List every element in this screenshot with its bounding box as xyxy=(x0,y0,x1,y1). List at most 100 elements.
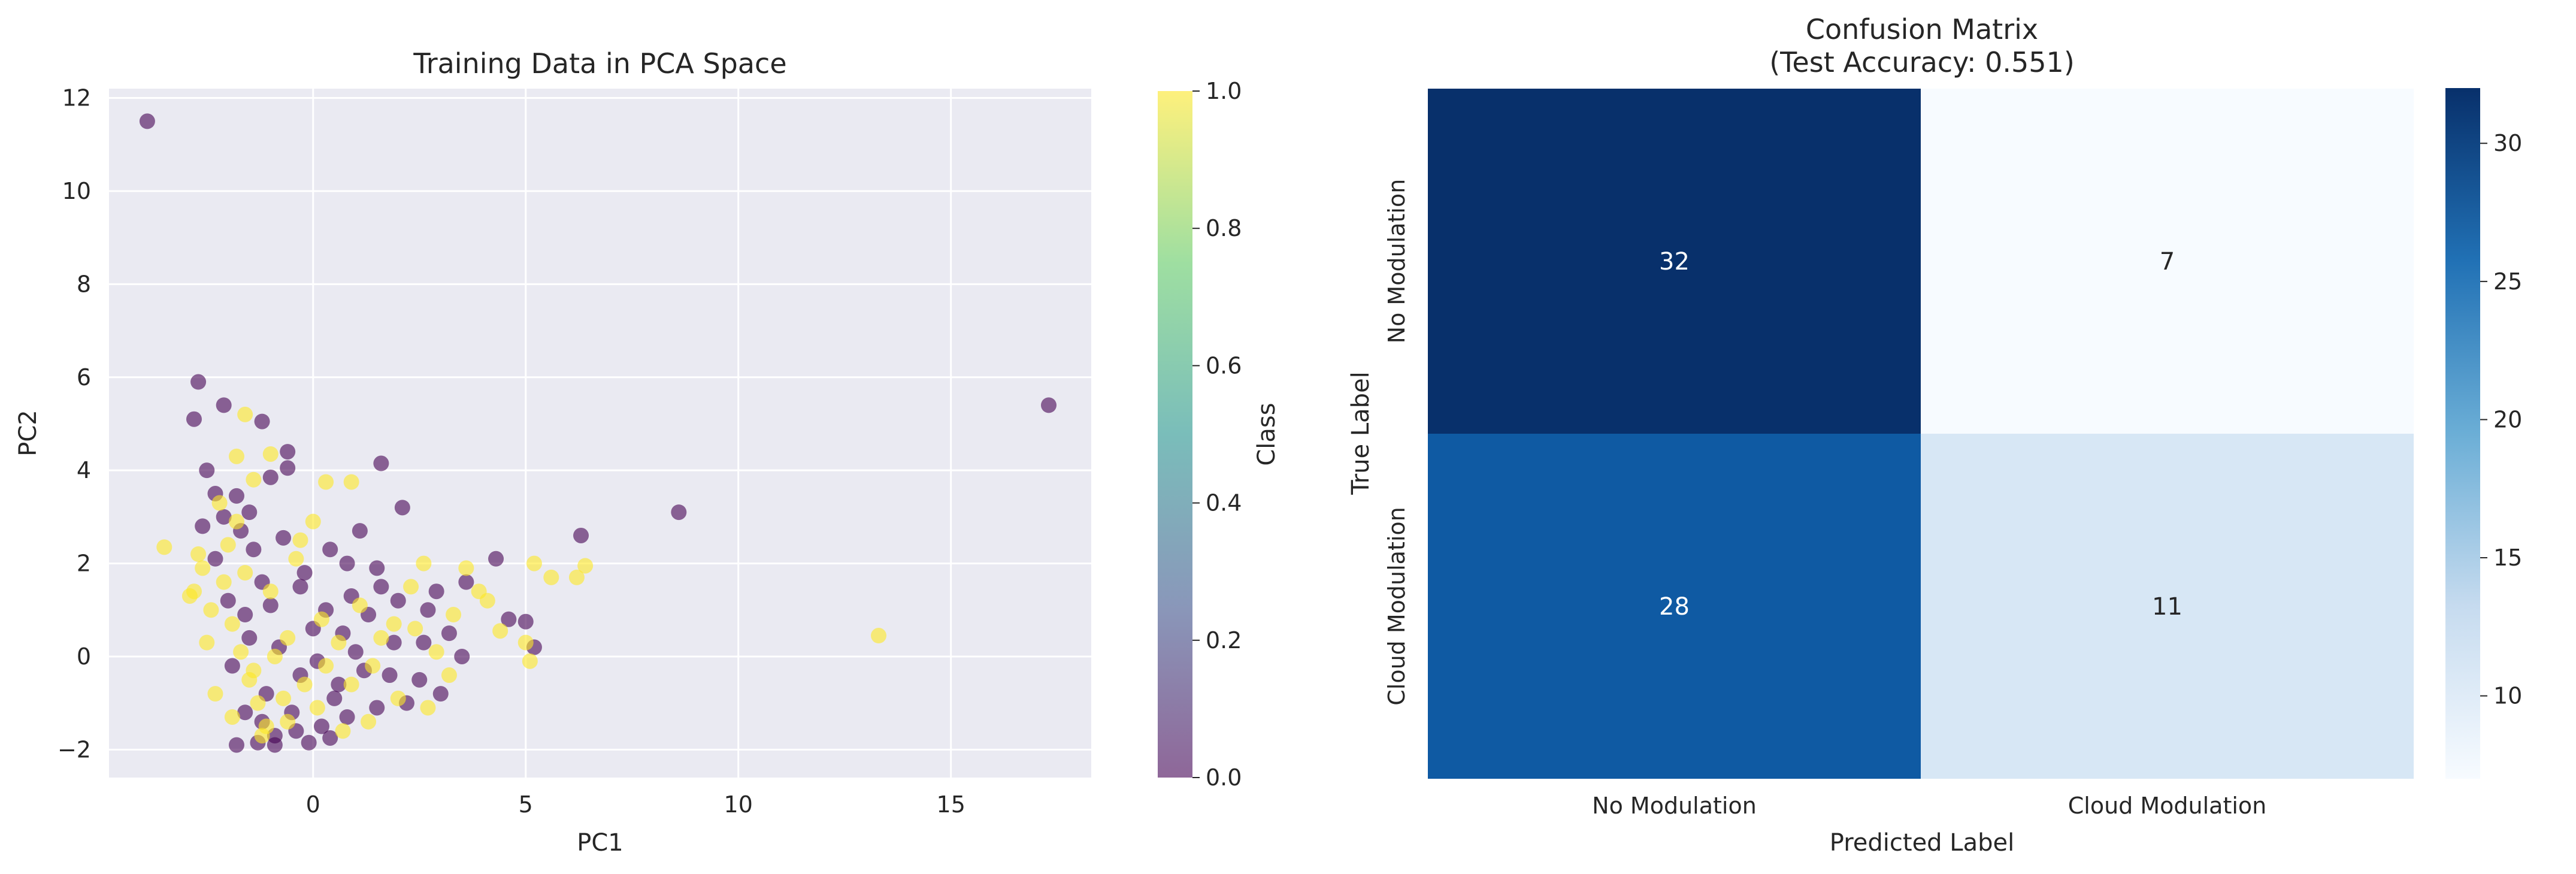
colorbar-tick-label: 0.2 xyxy=(1206,627,1242,654)
data-point xyxy=(280,444,296,460)
data-point xyxy=(224,616,240,632)
data-point xyxy=(237,607,253,623)
data-point xyxy=(390,592,406,609)
data-point xyxy=(671,504,687,521)
data-point xyxy=(216,397,232,413)
data-point xyxy=(288,551,304,567)
data-point xyxy=(369,700,385,716)
heatmap-cell xyxy=(1428,434,1921,779)
data-point xyxy=(237,565,253,581)
y-tick-label: 10 xyxy=(62,178,91,204)
data-point xyxy=(501,611,517,627)
data-point xyxy=(517,634,534,651)
data-point xyxy=(241,630,258,646)
data-point xyxy=(262,446,279,462)
y-tick-label: −2 xyxy=(57,736,91,763)
colorbar-tick-label: 15 xyxy=(2493,545,2522,571)
viridis-colorbar xyxy=(1158,91,1192,778)
colorbar-tick-label: 10 xyxy=(2493,683,2522,709)
colorbar-label: Class xyxy=(1253,403,1281,465)
data-point xyxy=(250,695,266,711)
data-point xyxy=(441,667,457,684)
data-point xyxy=(224,658,240,674)
heatmap-y-label: True Label xyxy=(1347,371,1375,495)
data-point xyxy=(1041,397,1057,413)
data-point xyxy=(216,509,232,525)
colorbar-tick-label: 25 xyxy=(2493,268,2522,295)
data-point xyxy=(220,592,236,609)
data-point xyxy=(458,574,474,590)
data-point xyxy=(139,113,155,129)
data-point xyxy=(318,658,334,674)
data-point xyxy=(347,644,364,660)
y-tick-label: 12 xyxy=(62,85,91,111)
heatmap-x-label: Predicted Label xyxy=(1830,829,2014,857)
data-point xyxy=(479,592,495,609)
data-point xyxy=(156,539,172,555)
data-point xyxy=(246,471,262,488)
y-tick-label: 8 xyxy=(77,271,91,297)
data-point xyxy=(280,630,296,646)
data-point xyxy=(280,460,296,476)
data-point xyxy=(190,546,207,562)
data-point xyxy=(458,560,474,576)
x-tick-label: 0 xyxy=(306,791,320,818)
data-point xyxy=(335,723,351,739)
scatter-title: Training Data in PCA Space xyxy=(413,47,786,80)
data-point xyxy=(568,569,585,585)
data-point xyxy=(352,597,368,613)
data-point xyxy=(195,560,211,576)
data-point xyxy=(522,653,538,669)
colorbar-tick-label: 1.0 xyxy=(1206,78,1242,104)
colorbar-tick-label: 20 xyxy=(2493,406,2522,433)
data-point xyxy=(492,623,508,639)
heatmap-cell xyxy=(1921,434,2414,779)
data-point xyxy=(526,555,542,571)
data-point xyxy=(267,737,283,753)
data-point xyxy=(322,542,338,558)
scatter-x-label: PC1 xyxy=(577,829,623,857)
data-point xyxy=(301,734,317,751)
data-point xyxy=(216,574,232,590)
y-tick-label: 2 xyxy=(77,551,91,577)
data-point xyxy=(326,690,343,706)
data-point xyxy=(237,406,253,422)
heatmap-cells xyxy=(1428,89,2414,779)
y-tick-label: 0 xyxy=(77,643,91,670)
data-point xyxy=(365,658,381,674)
data-point xyxy=(454,648,470,664)
data-point xyxy=(276,530,292,546)
data-point xyxy=(207,551,223,567)
blues-colorbar xyxy=(2445,88,2480,779)
data-point xyxy=(411,672,428,688)
data-point xyxy=(241,504,258,521)
data-point xyxy=(361,713,377,730)
colorbar-tick-label: 0.8 xyxy=(1206,215,1242,241)
data-point xyxy=(373,455,389,471)
data-point xyxy=(237,704,253,721)
data-point xyxy=(305,513,321,530)
data-point xyxy=(199,634,215,651)
data-point xyxy=(211,495,228,511)
data-point xyxy=(322,730,338,746)
data-point xyxy=(228,513,244,530)
data-point xyxy=(195,518,211,534)
heatmap-x-tick-label: No Modulation xyxy=(1592,793,1757,819)
scatter-points xyxy=(139,113,1057,753)
heatmap-subtitle: (Test Accuracy: 0.551) xyxy=(1769,46,2075,78)
data-point xyxy=(577,558,594,574)
data-point xyxy=(203,602,219,618)
data-point xyxy=(246,663,262,679)
data-point xyxy=(292,579,308,595)
heatmap-title: Confusion Matrix xyxy=(1806,13,2038,46)
colorbar-tick-label: 0.0 xyxy=(1206,764,1242,791)
data-point xyxy=(428,583,444,600)
data-point xyxy=(382,667,398,684)
heatmap-cell xyxy=(1921,89,2414,434)
data-point xyxy=(339,555,355,571)
y-tick-label: 4 xyxy=(77,457,91,483)
y-tick-label: 6 xyxy=(77,364,91,391)
data-point xyxy=(390,690,406,706)
data-point xyxy=(343,474,359,490)
